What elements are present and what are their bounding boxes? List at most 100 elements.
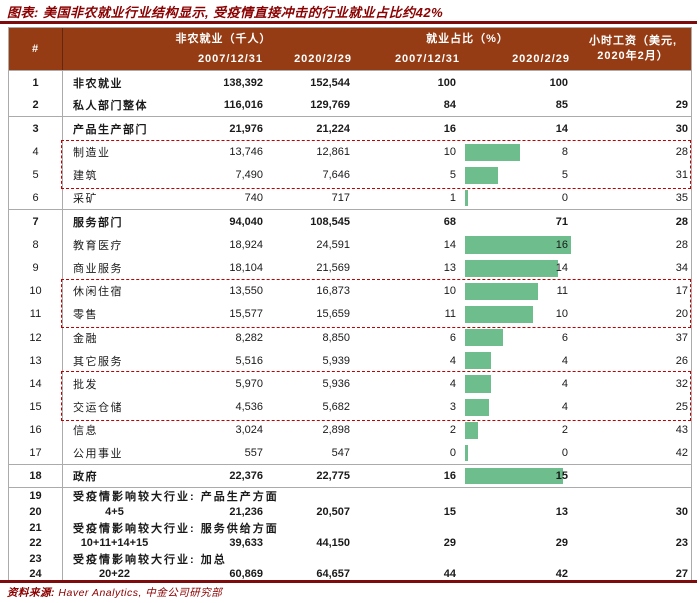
source-text: Haver Analytics, 中金公司研究部 [58,587,223,599]
table-row: 14 批发 5,970 5,936 4 4 32 [9,372,691,396]
employment-table: # 非农就业（千人） 就业占比（%） 小时工资（美元, 2020年2月） 200… [8,27,692,582]
share-2020-value: 8 [561,146,568,159]
cell-share-2007: 29 [443,536,456,549]
cell-nonfarm-2007: 22,376 [229,470,263,483]
figure-title: 图表: 美国非农就业行业结构显示, 受疫情直接冲击的行业就业占比约42% [7,5,444,20]
cell-industry-name: 商业服务 [73,263,123,276]
share-bar [465,259,558,277]
cell-share-2007: 16 [443,470,456,483]
cell-nonfarm-2007: 18,924 [229,238,263,251]
cell-nonfarm-2020: 108,545 [310,215,350,228]
header-date-2007-nonfarm: 2007/12/31 [197,53,263,65]
share-2020-value: 13 [555,505,568,518]
table-row: 1 非农就业 138,392 152,544 100 100 [9,71,691,95]
cell-nonfarm-2007: 5,970 [235,378,263,391]
cell-share-2007: 4 [449,378,456,391]
cell-share-2020: 16 [464,233,576,256]
cell-row-number: 23 [9,550,63,567]
cell-industry-name: 非农就业 [73,77,123,90]
cell-industry-name: 20+22 [99,568,130,581]
cell-hourly-wage: 30 [675,122,688,135]
cell-share-2007: 11 [444,308,456,321]
table-row: 12 金融 8,282 8,850 6 6 37 [9,326,691,350]
cell-nonfarm-2007: 4,536 [235,401,263,414]
cell-share-2007: 84 [443,99,456,112]
share-bar [465,352,491,370]
cell-nonfarm-2007: 557 [244,447,263,460]
share-2020-value: 15 [555,470,568,483]
cell-row-number: 9 [9,256,63,280]
share-bar [465,282,538,300]
share-bar [465,445,468,462]
table-row: 21 受疫情影响较大行业: 服务供给方面 [9,519,691,536]
table-body: 1 非农就业 138,392 152,544 100 100 2 私人部门整体 116,016 1… [9,71,691,582]
share-2020-value: 100 [549,76,568,89]
cell-share-2020: 4 [464,396,576,419]
share-2020-value: 29 [555,536,568,549]
cell-nonfarm-2020: 8,850 [322,331,350,344]
table-row: 7 服务部门 94,040 108,545 68 71 28 [9,210,691,234]
cell-hourly-wage: 37 [675,331,688,344]
cell-share-2020: 15 [464,465,576,487]
cell-share-2007: 13 [443,262,456,275]
share-2020-value: 0 [561,192,568,205]
cell-industry-name: 其它服务 [73,355,123,368]
table-row: 22 10+11+14+15 39,633 44,150 29 29 23 [9,535,691,551]
cell-industry-name: 制造业 [73,147,111,160]
cell-hourly-wage [576,71,690,94]
share-2020-value: 5 [561,169,568,182]
cell-hourly-wage: 28 [675,146,688,159]
cell-industry-name: 4+5 [105,505,124,518]
cell-nonfarm-2007: 15,577 [229,308,263,321]
table-row: 18 政府 22,376 22,775 16 15 [9,465,691,489]
cell-nonfarm-2020: 22,775 [316,470,350,483]
cell-row-number: 1 [9,71,63,95]
cell-nonfarm-2020: 129,769 [310,99,350,112]
cell-share-2007: 15 [443,505,456,518]
cell-nonfarm-2020: 717 [331,192,350,205]
cell-nonfarm-2020: 24,591 [316,238,350,251]
cell-share-2007: 44 [443,568,456,581]
cell-share-2020: 10 [464,303,576,326]
share-2020-value: 42 [555,568,568,581]
share-2020-value: 0 [561,447,568,460]
cell-industry-name: 批发 [73,379,98,392]
cell-industry-name: 采矿 [73,193,98,206]
table-row: 3 产品生产部门 21,976 21,224 16 14 30 [9,117,691,141]
share-bar [465,166,498,184]
cell-share-2020: 5 [464,164,576,187]
table-row: 17 公用事业 557 547 0 0 42 [9,442,691,466]
share-2020-value: 6 [561,331,568,344]
cell-hourly-wage: 28 [675,238,688,251]
cell-nonfarm-2007: 60,869 [229,568,263,581]
cell-nonfarm-2020: 2,898 [322,424,350,437]
cell-nonfarm-2020: 15,659 [316,308,350,321]
table-row: 8 教育医疗 18,924 24,591 14 16 28 [9,233,691,257]
cell-row-number: 19 [9,488,63,505]
cell-share-2020: 11 [464,280,576,303]
table-row: 4 制造业 13,746 12,861 10 8 28 [9,140,691,164]
cell-share-2007: 68 [443,215,456,228]
cell-share-2020: 14 [464,117,576,140]
share-bar [465,329,504,347]
cell-hourly-wage: 32 [675,378,688,391]
title-divider-rule [0,21,697,24]
table-row: 13 其它服务 5,516 5,939 4 4 26 [9,349,691,373]
cell-nonfarm-2007: 18,104 [229,262,263,275]
cell-share-2020: 100 [464,71,576,94]
cell-share-2020: 6 [464,326,576,349]
share-2020-value: 14 [555,122,568,135]
cell-industry-name: 零售 [73,309,98,322]
table-row: 6 采矿 740 717 1 0 35 [9,186,691,211]
cell-row-number: 7 [9,210,63,234]
cell-row-number: 24 [9,566,63,582]
cell-industry-name: 交运仓储 [73,402,123,415]
share-2020-value: 2 [561,424,568,437]
cell-row-number: 16 [9,418,63,442]
cell-nonfarm-2020: 7,646 [322,169,350,182]
table-row: 23 受疫情影响较大行业: 加总 [9,550,691,567]
cell-hourly-wage: 31 [675,169,688,182]
header-date-2020-share: 2020/2/29 [512,53,570,65]
cell-row-number: 6 [9,186,63,210]
cell-nonfarm-2020: 5,682 [322,401,350,414]
